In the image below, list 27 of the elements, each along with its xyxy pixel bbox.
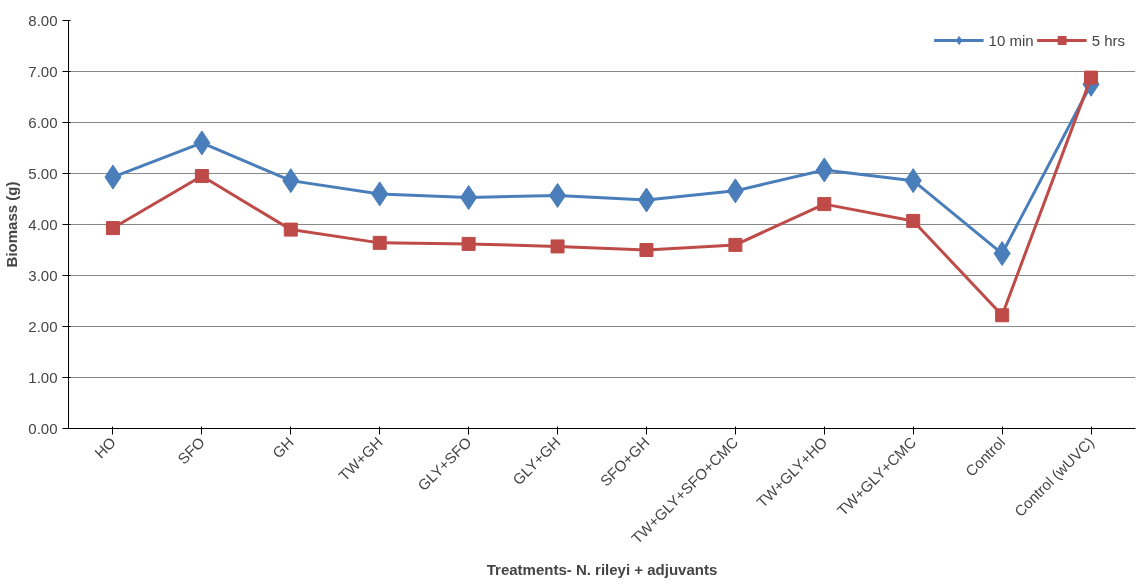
y-tick-label: 5.00 (28, 164, 58, 182)
point (906, 213, 921, 228)
x-axis-title: Treatments- N. rileyi + adjuvants (486, 560, 718, 578)
point (728, 237, 743, 252)
y-tick-label: 3.00 (28, 266, 58, 284)
point (105, 221, 120, 236)
y-tick-label: 0.00 (28, 419, 58, 437)
point (283, 222, 298, 237)
point (817, 197, 832, 212)
y-tick-label: 7.00 (28, 62, 58, 80)
y-tick-label: 6.00 (28, 113, 58, 131)
point (1084, 70, 1099, 85)
point (639, 243, 654, 257)
point (372, 235, 387, 250)
y-tick-label: 2.00 (28, 317, 58, 335)
point (995, 308, 1010, 323)
x-tick-label: HO (91, 433, 119, 462)
y-tick-label: 1.00 (28, 368, 58, 386)
legend-label: 5 hrs (1091, 31, 1125, 49)
y-tick-label: 8.00 (28, 11, 58, 29)
y-tick-label: 4.00 (28, 215, 58, 233)
point (550, 239, 565, 254)
x-tick-label: GH (268, 433, 297, 462)
legend-label: 10 min (988, 31, 1034, 49)
point (461, 236, 476, 251)
point (194, 169, 209, 184)
y-axis-title: Biomass (g) (3, 181, 21, 268)
